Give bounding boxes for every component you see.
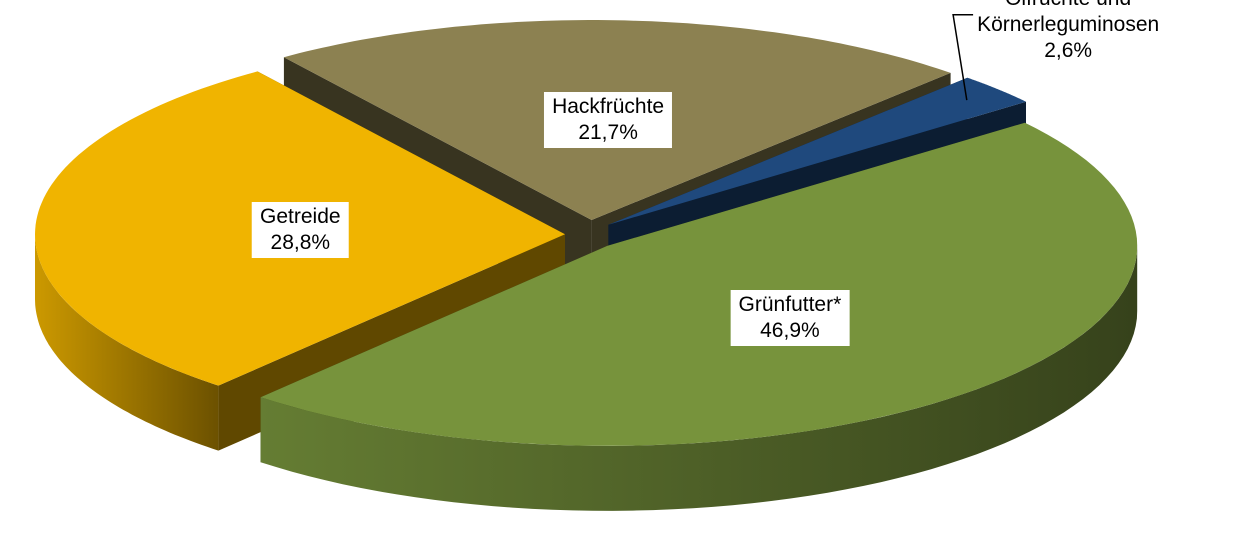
slice-top: [260, 122, 1138, 446]
slice-wall: [260, 245, 1138, 511]
value-label: 2,6%: [1044, 38, 1093, 62]
leader-line: [952, 14, 974, 101]
slice: [260, 122, 1138, 511]
slice-top: [608, 77, 1026, 225]
category-label: Ölfrüchte und Körnerleguminosen: [977, 0, 1160, 36]
category-label: Hackfrüchte: [552, 95, 665, 119]
slice-wall: [35, 234, 219, 451]
data-label: Grünfutter* 46,9%: [730, 290, 850, 347]
category-label: Getreide: [260, 204, 341, 228]
value-label: 46,9%: [760, 319, 820, 343]
data-label: Getreide 28,8%: [252, 201, 349, 258]
data-label: Hackfrüchte 21,7%: [544, 92, 673, 149]
value-label: 28,8%: [270, 230, 331, 254]
value-label: 21,7%: [578, 121, 638, 145]
category-label: Grünfutter*: [738, 293, 842, 317]
